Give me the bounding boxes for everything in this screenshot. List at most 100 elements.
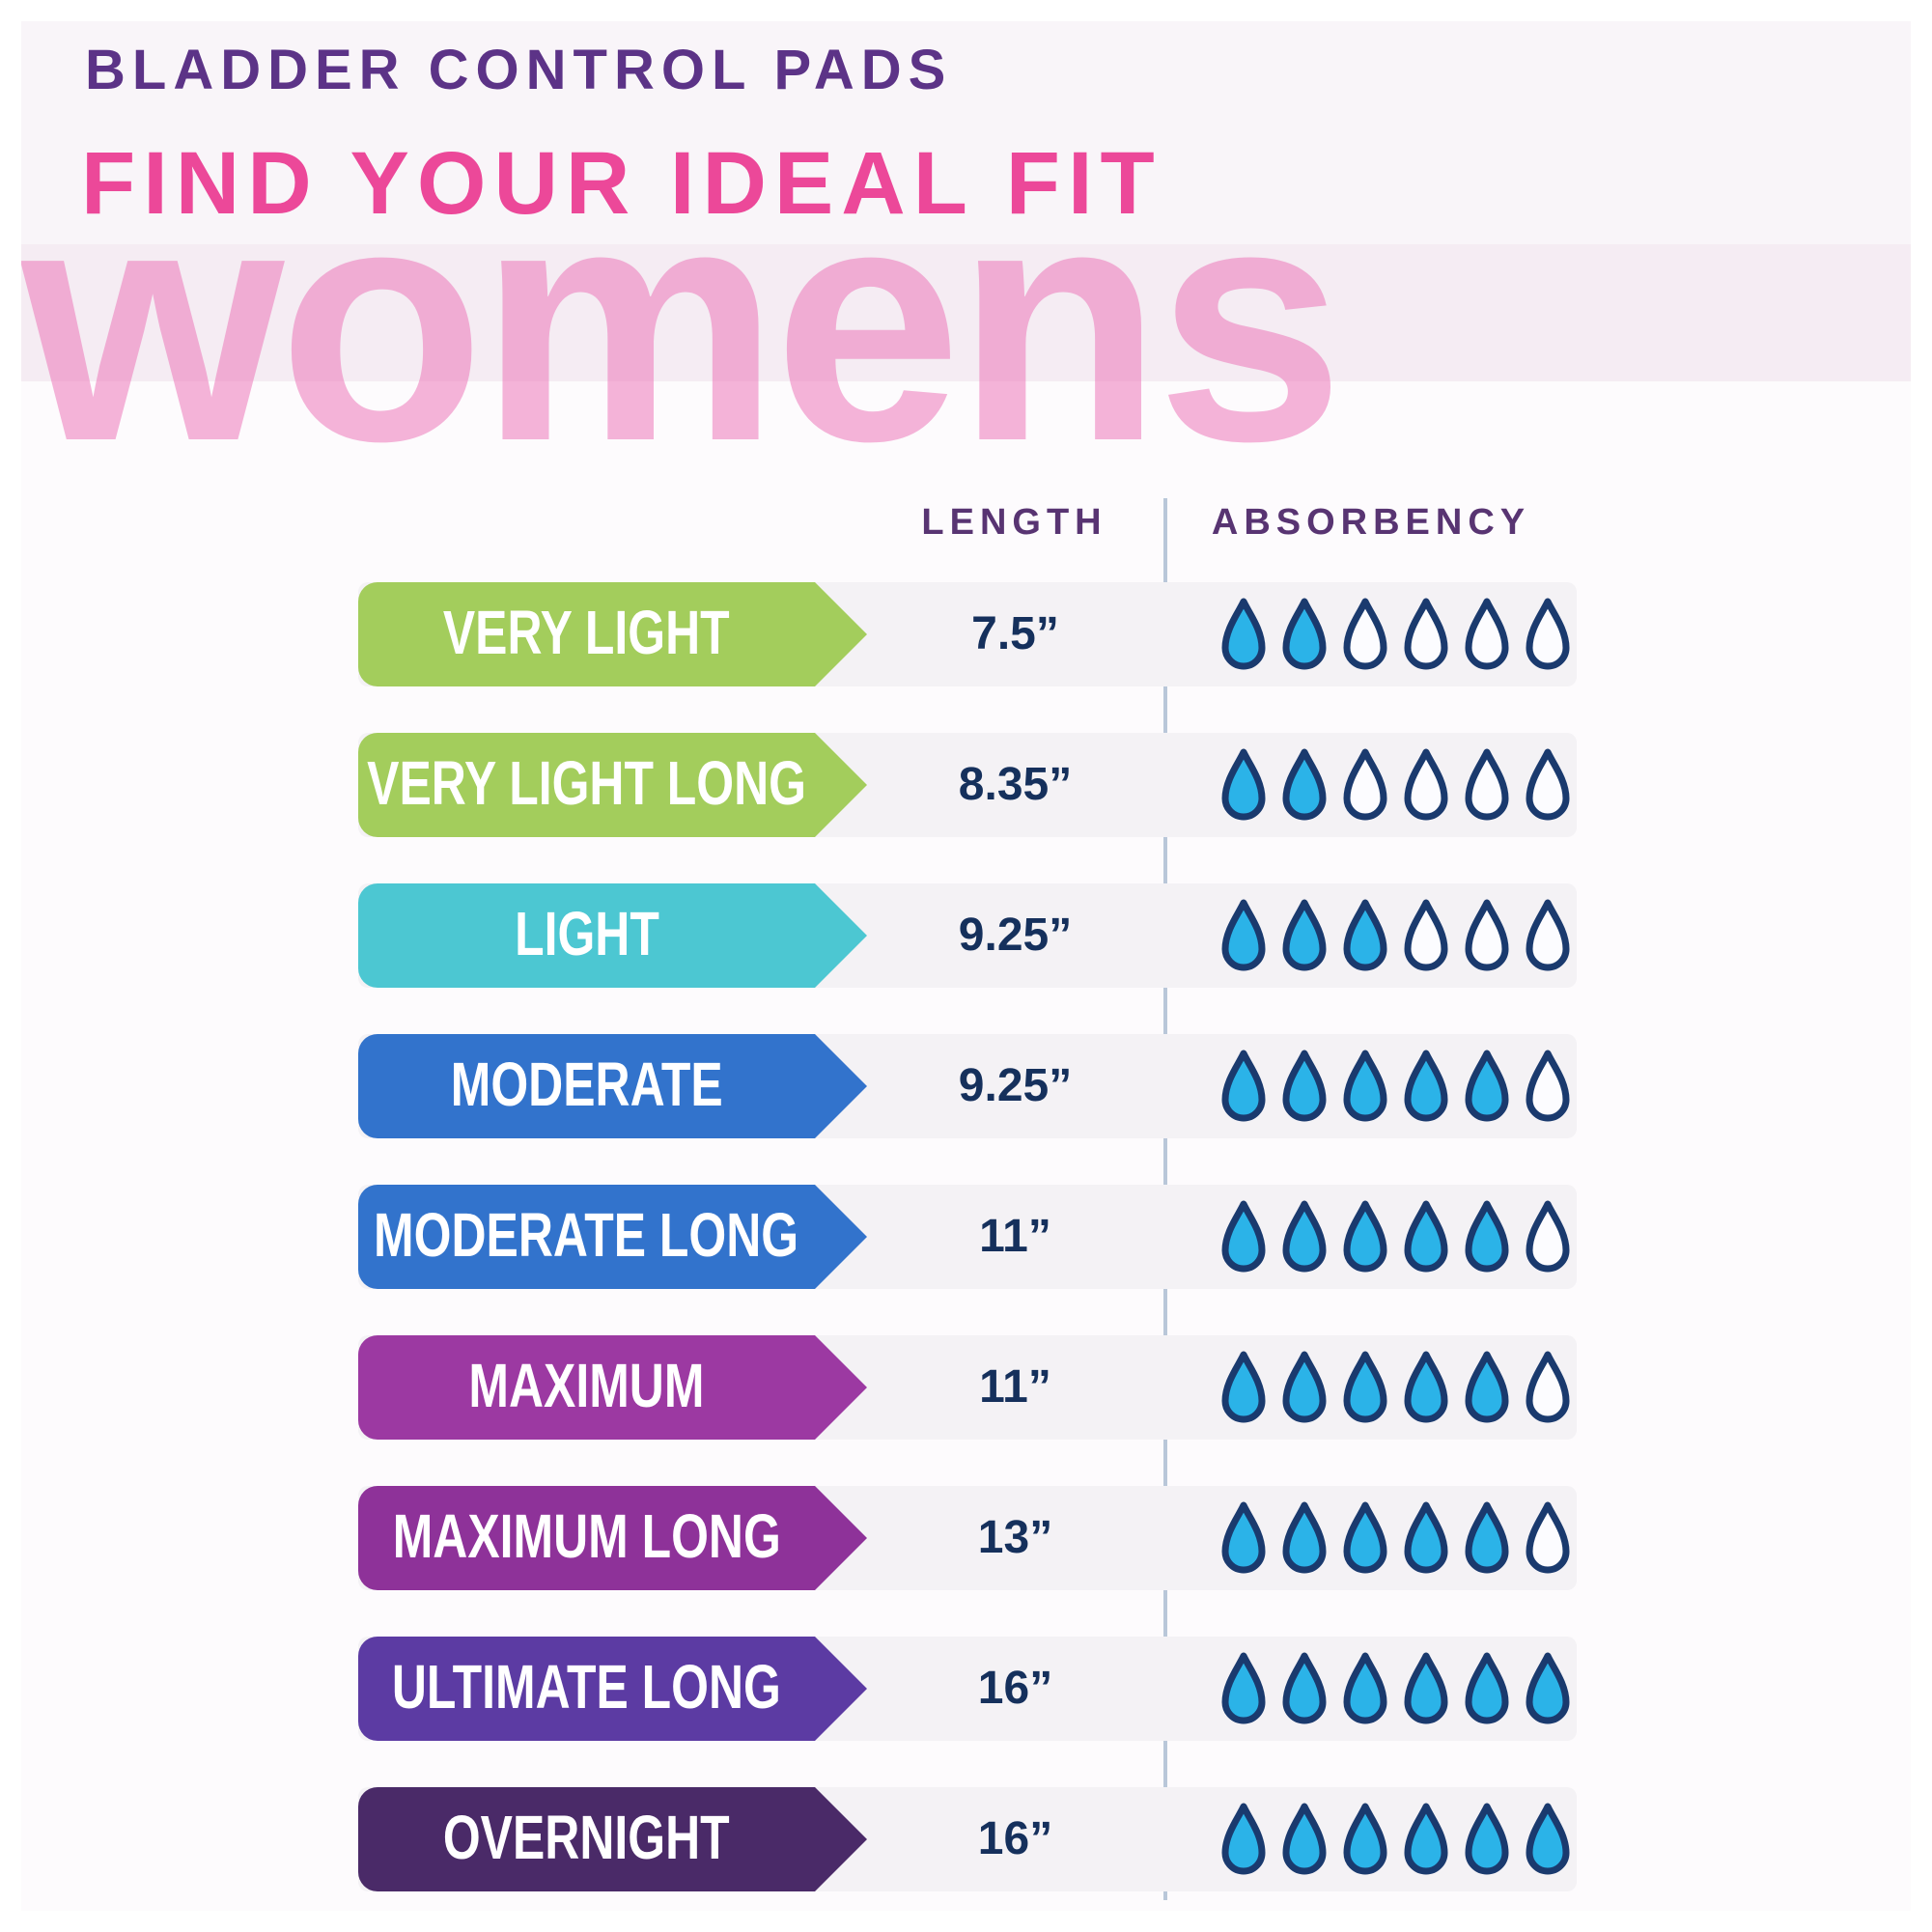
length-value: 11” [979, 1211, 1051, 1262]
table-row: VERY LIGHT 7.5” [358, 582, 1577, 686]
product-pill-body: VERY LIGHT LONG [358, 733, 815, 837]
drop-filled-icon [1282, 1501, 1327, 1574]
product-label: MODERATE [450, 1050, 723, 1119]
arrow-tip-icon [815, 1034, 867, 1138]
drop-filled-icon [1282, 1050, 1327, 1122]
product-label: MAXIMUM [468, 1351, 705, 1420]
product-pill: MAXIMUM LONG [358, 1486, 867, 1590]
drop-empty-icon [1526, 1501, 1570, 1574]
arrow-tip-icon [815, 883, 867, 988]
product-label: VERY LIGHT [443, 598, 730, 667]
drop-filled-icon [1526, 1652, 1570, 1724]
drop-filled-icon [1404, 1050, 1448, 1122]
drop-filled-icon [1221, 1652, 1266, 1724]
drop-empty-icon [1404, 899, 1448, 971]
length-value: 16” [977, 1663, 1053, 1714]
drop-filled-icon [1282, 1803, 1327, 1875]
content-frame: womens BLADDER CONTROL PADS FIND YOUR ID… [21, 21, 1911, 1911]
arrow-tip-icon [815, 1185, 867, 1289]
drop-filled-icon [1221, 748, 1266, 821]
length-value: 9.25” [958, 1060, 1073, 1111]
product-pill-body: MAXIMUM LONG [358, 1486, 815, 1590]
drop-filled-icon [1465, 1200, 1509, 1273]
drop-filled-icon [1404, 1501, 1448, 1574]
drop-filled-icon [1404, 1803, 1448, 1875]
product-pill-body: ULTIMATE LONG [358, 1637, 815, 1741]
drop-filled-icon [1465, 1803, 1509, 1875]
drop-filled-icon [1343, 1351, 1387, 1423]
drop-filled-icon [1465, 1501, 1509, 1574]
pink-band [21, 244, 1911, 381]
table-row: OVERNIGHT 16” [358, 1787, 1577, 1891]
drop-empty-icon [1465, 748, 1509, 821]
drop-filled-icon [1343, 1050, 1387, 1122]
drop-filled-icon [1343, 1501, 1387, 1574]
product-pill-body: MODERATE [358, 1034, 815, 1138]
length-value: 8.35” [958, 759, 1073, 810]
absorbency-drops [1221, 1486, 1570, 1590]
page-title: FIND YOUR IDEAL FIT [81, 134, 1162, 233]
product-pill: LIGHT [358, 883, 867, 988]
product-label: MODERATE LONG [374, 1200, 799, 1270]
table-row: MODERATE LONG 11” [358, 1185, 1577, 1289]
length-value: 9.25” [958, 910, 1073, 961]
watermark-womens: womens [21, 134, 1344, 512]
drop-empty-icon [1526, 1050, 1570, 1122]
drop-empty-icon [1526, 748, 1570, 821]
table-row: LIGHT 9.25” [358, 883, 1577, 988]
product-pill: OVERNIGHT [358, 1787, 867, 1891]
table-rows: VERY LIGHT 7.5” VERY LIGHT LONG 8.35” LI… [21, 21, 1911, 1911]
arrow-tip-icon [815, 582, 867, 686]
drop-filled-icon [1526, 1803, 1570, 1875]
drop-empty-icon [1404, 748, 1448, 821]
arrow-tip-icon [815, 1637, 867, 1741]
drop-empty-icon [1404, 598, 1448, 670]
drop-filled-icon [1221, 1803, 1266, 1875]
drop-filled-icon [1343, 1652, 1387, 1724]
product-label: OVERNIGHT [443, 1803, 730, 1872]
drop-empty-icon [1465, 598, 1509, 670]
product-pill: MAXIMUM [358, 1335, 867, 1440]
drop-filled-icon [1282, 1351, 1327, 1423]
length-value: 11” [979, 1361, 1051, 1413]
length-value: 7.5” [971, 608, 1059, 659]
arrow-tip-icon [815, 1335, 867, 1440]
eyebrow-title: BLADDER CONTROL PADS [85, 39, 953, 101]
product-pill: MODERATE [358, 1034, 867, 1138]
product-pill: VERY LIGHT LONG [358, 733, 867, 837]
drop-filled-icon [1282, 1652, 1327, 1724]
absorbency-drops [1221, 1034, 1570, 1138]
drop-filled-icon [1343, 1200, 1387, 1273]
product-pill: VERY LIGHT [358, 582, 867, 686]
drop-filled-icon [1221, 1501, 1266, 1574]
table-row: MAXIMUM LONG 13” [358, 1486, 1577, 1590]
product-pill-body: MODERATE LONG [358, 1185, 815, 1289]
drop-filled-icon [1404, 1200, 1448, 1273]
product-pill: ULTIMATE LONG [358, 1637, 867, 1741]
absorbency-drops [1221, 733, 1570, 837]
drop-filled-icon [1404, 1652, 1448, 1724]
drop-filled-icon [1343, 1803, 1387, 1875]
drop-filled-icon [1282, 899, 1327, 971]
arrow-tip-icon [815, 1787, 867, 1891]
absorbency-drops [1221, 1637, 1570, 1741]
drop-empty-icon [1465, 899, 1509, 971]
product-pill-body: OVERNIGHT [358, 1787, 815, 1891]
product-pill: MODERATE LONG [358, 1185, 867, 1289]
drop-filled-icon [1282, 1200, 1327, 1273]
length-value: 13” [977, 1512, 1053, 1563]
drop-empty-icon [1526, 899, 1570, 971]
table-row: VERY LIGHT LONG 8.35” [358, 733, 1577, 837]
drop-filled-icon [1282, 748, 1327, 821]
product-label: MAXIMUM LONG [392, 1501, 781, 1571]
drop-filled-icon [1465, 1652, 1509, 1724]
drop-empty-icon [1343, 748, 1387, 821]
length-value: 16” [977, 1813, 1053, 1864]
absorbency-drops [1221, 1787, 1570, 1891]
product-label: LIGHT [514, 899, 659, 968]
drop-filled-icon [1465, 1050, 1509, 1122]
drop-filled-icon [1343, 899, 1387, 971]
drop-empty-icon [1526, 1351, 1570, 1423]
drop-filled-icon [1221, 1351, 1266, 1423]
